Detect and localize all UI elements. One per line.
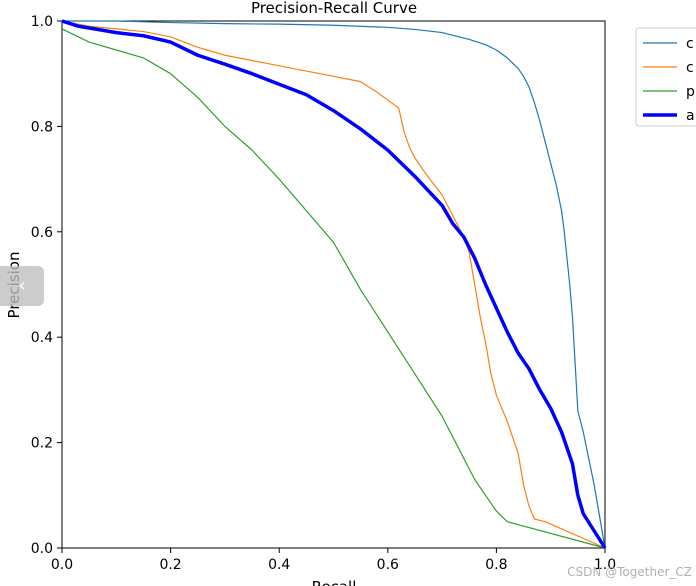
- plot-area: [61, 19, 607, 549]
- legend-label-1: c: [686, 60, 694, 76]
- legend-label-2: p: [686, 84, 695, 100]
- y-tick-label: 1.0: [31, 14, 53, 30]
- y-tick-label: 0.0: [31, 541, 53, 557]
- series-layer: [61, 19, 607, 549]
- collapse-panel-button[interactable]: ‹: [0, 266, 44, 306]
- y-tick-label: 0.8: [31, 119, 53, 135]
- x-tick-label: 0.8: [485, 557, 507, 573]
- series-line-3: [61, 19, 607, 549]
- legend-box: [635, 27, 696, 127]
- watermark: CSDN @Together_CZ: [567, 565, 692, 579]
- x-axis-label: Recall: [312, 578, 357, 586]
- y-tick-label: 0.6: [31, 225, 53, 241]
- series-line-0: [62, 20, 606, 549]
- y-tick-label: 0.2: [31, 436, 53, 452]
- series-line-2: [61, 28, 606, 549]
- x-tick-label: 0.6: [377, 557, 399, 573]
- x-tick-label: 0.4: [268, 557, 290, 573]
- x-axis: 0.0 0.2 0.4 0.6 0.8 1.0: [51, 548, 616, 573]
- plot-frame: [61, 20, 606, 549]
- x-tick-label: 0.0: [51, 557, 73, 573]
- y-tick-label: 0.4: [31, 330, 53, 346]
- legend-label-3: a: [686, 108, 695, 124]
- x-tick-label: 1.0: [594, 557, 616, 573]
- chevron-left-icon: ‹: [18, 275, 26, 296]
- legend-label-0: c: [686, 36, 694, 52]
- x-tick-label: 0.2: [159, 557, 181, 573]
- series-line-1: [61, 20, 606, 549]
- y-axis: 0.0 0.2 0.4 0.6 0.8 1.0: [31, 14, 62, 557]
- chart-title: Precision-Recall Curve: [251, 0, 417, 17]
